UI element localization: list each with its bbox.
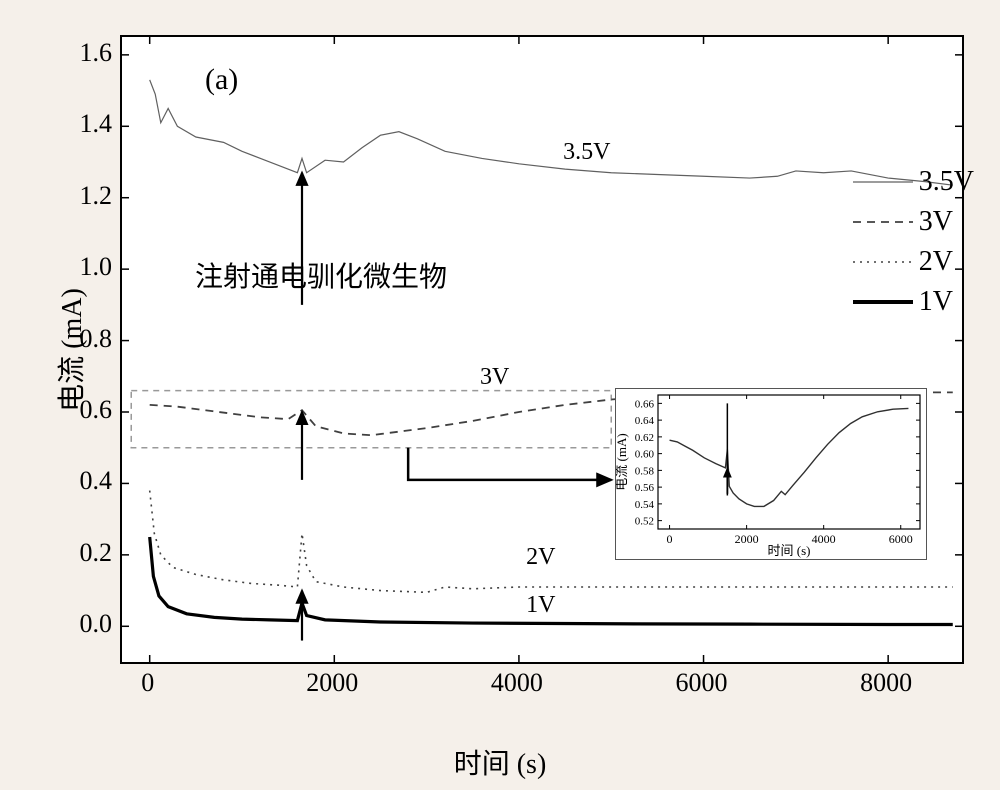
y-tick-label: 0.8: [80, 324, 113, 354]
x-tick-label: 4000: [491, 668, 543, 698]
x-tick-label: 6000: [676, 668, 728, 698]
svg-text:0.58: 0.58: [635, 465, 655, 477]
curve-label: 3V: [480, 364, 509, 391]
inset-chart: 0 2000 4000 6000 0.52 0.54 0.56 0.58 0.60 0.62 0.6…: [615, 388, 927, 560]
svg-text:2000: 2000: [735, 532, 759, 546]
legend-label: 3V: [919, 206, 953, 238]
legend-label: 3.5V: [919, 166, 974, 198]
x-tick-label: 0: [141, 668, 154, 698]
y-tick-label: 0.4: [80, 466, 113, 496]
x-tick-label: 8000: [860, 668, 912, 698]
legend-label: 2V: [919, 246, 953, 278]
x-tick-label: 2000: [306, 668, 358, 698]
svg-text:0.60: 0.60: [635, 449, 655, 461]
y-tick-label: 0.2: [80, 538, 113, 568]
y-tick-label: 1.0: [80, 252, 113, 282]
legend-swatch: [851, 172, 915, 192]
svg-text:0: 0: [667, 532, 673, 546]
legend-item: 3V: [851, 202, 974, 242]
svg-text:时间 (s): 时间 (s): [768, 543, 811, 558]
legend-item: 3.5V: [851, 162, 974, 202]
inset-chart-svg: 0 2000 4000 6000 0.52 0.54 0.56 0.58 0.60 0.62 0.6…: [616, 389, 926, 559]
y-tick-label: 0.0: [80, 609, 113, 639]
svg-text:0.64: 0.64: [635, 415, 655, 427]
y-tick-label: 1.4: [80, 109, 113, 139]
legend-swatch: [851, 292, 915, 312]
curve-label: 1V: [526, 592, 555, 619]
y-tick-label: 0.6: [80, 395, 113, 425]
y-tick-label: 1.6: [80, 38, 113, 68]
injection-annotation: 注射通电驯化微生物: [195, 255, 447, 295]
x-axis-title: 时间 (s): [454, 742, 547, 782]
curve-label: 2V: [526, 544, 555, 571]
legend-swatch: [851, 252, 915, 272]
svg-text:0.66: 0.66: [635, 398, 655, 410]
panel-label: (a): [205, 63, 238, 97]
legend-item: 1V: [851, 282, 974, 322]
curve-label: 3.5V: [563, 139, 610, 166]
legend-item: 2V: [851, 242, 974, 282]
series-3.5V: [150, 80, 953, 185]
svg-text:6000: 6000: [889, 532, 913, 546]
svg-text:0.52: 0.52: [635, 516, 654, 528]
svg-text:0.56: 0.56: [635, 482, 655, 494]
y-tick-label: 1.2: [80, 181, 113, 211]
svg-text:4000: 4000: [812, 532, 836, 546]
svg-text:0.54: 0.54: [635, 499, 655, 511]
svg-text:0.62: 0.62: [635, 432, 654, 444]
legend: 3.5V 3V 2V 1V: [843, 158, 982, 326]
svg-text:电流 (mA): 电流 (mA): [616, 433, 629, 490]
legend-label: 1V: [919, 286, 953, 318]
legend-swatch: [851, 212, 915, 232]
box-arrow: [408, 448, 611, 480]
